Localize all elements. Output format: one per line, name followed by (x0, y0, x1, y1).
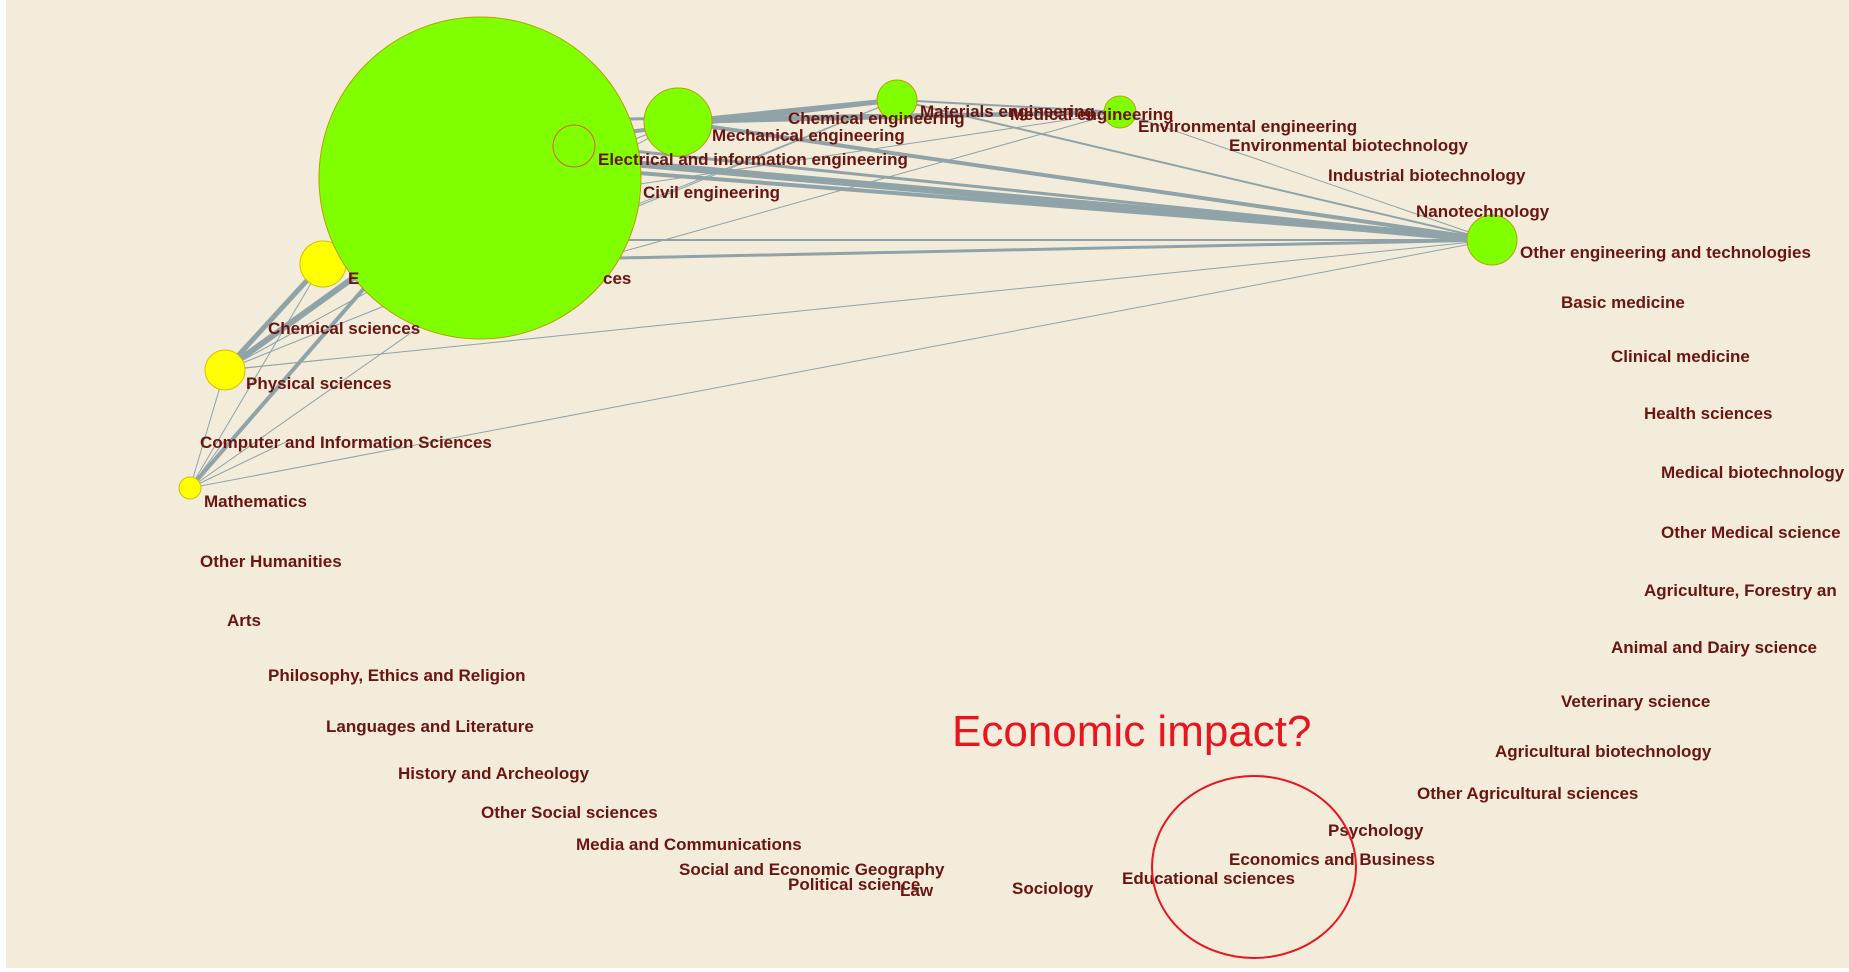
node-mechanical-engineering (643, 87, 713, 157)
edge (1119, 111, 1493, 241)
edge (599, 111, 1121, 259)
label-environmental-engineering: Environmental engineering (1138, 117, 1357, 136)
label-mathematics: Mathematics (204, 492, 307, 511)
label-arts: Arts (227, 611, 261, 630)
node-electrical-engineering (552, 124, 596, 168)
label-industrial-biotechnology: Industrial biotechnology (1328, 166, 1526, 185)
label-computer-sciences: Computer and Information Sciences (200, 433, 492, 452)
label-media: Media and Communications (576, 835, 802, 854)
node-civil-engineering-large (318, 16, 642, 340)
label-medical-engineering: Medical engineering (1010, 105, 1173, 124)
edge (224, 239, 1493, 371)
node-other-engineering (1466, 214, 1518, 266)
node-environmental-engineering (1103, 95, 1137, 129)
label-group: Chemical engineering Materials engineeri… (200, 102, 1845, 900)
label-history: History and Archeology (398, 764, 590, 783)
label-political: Political science (788, 875, 920, 894)
label-psychology: Psychology (1328, 821, 1424, 840)
edge (896, 99, 1121, 113)
node-physical-sciences (204, 349, 246, 391)
label-economics: Economics and Business (1229, 850, 1435, 869)
label-electrical-engineering: Electrical and information engineering (598, 150, 908, 169)
edge (599, 168, 1493, 242)
label-civil-engineering: Civil engineering (643, 183, 780, 202)
label-other-humanities: Other Humanities (200, 552, 342, 571)
label-agriculture: Agriculture, Forestry an (1644, 581, 1837, 600)
label-mechanical-engineering: Mechanical engineering (712, 126, 905, 145)
label-chemical-engineering: Chemical engineering (788, 109, 965, 128)
label-educational: Educational sciences (1122, 869, 1295, 888)
label-clinical-medicine: Clinical medicine (1611, 347, 1750, 366)
label-other-agricultural: Other Agricultural sciences (1417, 784, 1638, 803)
label-materials-engineering: Materials engineering (920, 102, 1095, 121)
label-veterinary: Veterinary science (1561, 692, 1710, 711)
label-health-sciences: Health sciences (1644, 404, 1773, 423)
label-chemical-sciences: Chemical sciences (268, 319, 420, 338)
edge (574, 143, 1493, 242)
edge (189, 369, 226, 489)
annotation-text: Economic impact? (952, 707, 1311, 756)
label-biological-sciences-fragment: ces (603, 269, 631, 288)
label-basic-medicine: Basic medicine (1561, 293, 1685, 312)
annotation-circle (1151, 775, 1357, 959)
label-geography: Social and Economic Geography (679, 860, 945, 879)
edge (677, 120, 1493, 242)
label-medical-biotechnology: Medical biotechnology (1661, 463, 1845, 482)
label-other-medical: Other Medical science (1661, 523, 1841, 542)
label-languages: Languages and Literature (326, 717, 534, 736)
edge (599, 111, 1121, 191)
label-agricultural-biotech: Agricultural biotechnology (1495, 742, 1712, 761)
label-other-engineering: Other engineering and technologies (1520, 243, 1811, 262)
label-physical-sciences: Physical sciences (246, 374, 392, 393)
label-other-social: Other Social sciences (481, 803, 658, 822)
node-mathematics (178, 476, 202, 500)
node-materials-engineering (876, 79, 918, 121)
label-nanotechnology: Nanotechnology (1416, 202, 1550, 221)
edge (189, 239, 1493, 489)
label-environmental-biotechnology: Environmental biotechnology (1229, 136, 1469, 155)
edge (189, 262, 324, 489)
label-earth-sciences-fragment: E (348, 269, 359, 288)
label-law: Law (900, 881, 934, 900)
edge (188, 268, 382, 490)
label-philosophy: Philosophy, Ethics and Religion (268, 666, 526, 685)
diagram-background (6, 0, 1849, 968)
label-animal-dairy: Animal and Dairy science (1611, 638, 1817, 657)
edge (189, 439, 291, 489)
edge (896, 99, 1493, 241)
label-sociology: Sociology (1012, 879, 1094, 898)
